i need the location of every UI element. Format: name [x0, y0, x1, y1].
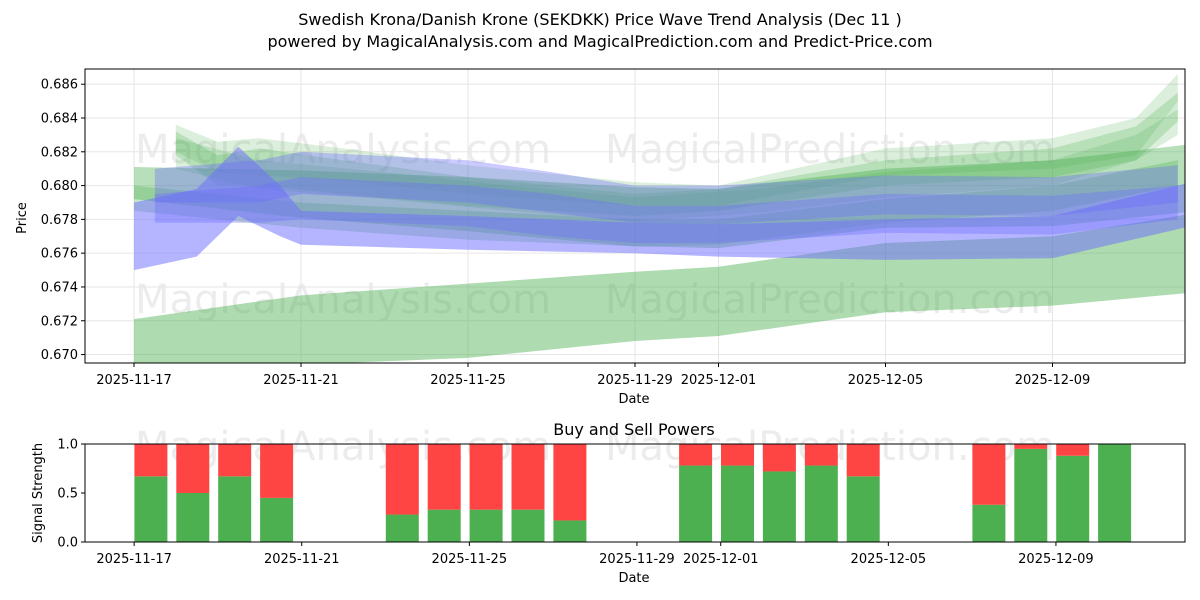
powers-xtick-label: 2025-12-09 [1018, 552, 1094, 567]
power-bars [134, 444, 1132, 542]
buy-bar [762, 471, 796, 542]
buy-bar [511, 509, 545, 542]
price-xlabel: Date [618, 392, 649, 407]
sell-bar [385, 444, 419, 515]
powers-xtick-label: 2025-12-01 [683, 552, 759, 567]
watermark-mid-right: MagicalPrediction.com [605, 277, 1055, 323]
price-xtick-label: 2025-12-05 [848, 373, 924, 388]
sell-bar [553, 444, 587, 521]
price-ytick-label: 0.680 [41, 179, 78, 194]
price-bands [134, 74, 1185, 363]
chart-title-line2: powered by MagicalAnalysis.com and Magic… [267, 32, 932, 51]
powers-xtick-label: 2025-12-05 [851, 552, 927, 567]
buy-bar [260, 497, 294, 542]
sell-bar [218, 444, 252, 477]
price-ytick-label: 0.682 [41, 145, 78, 160]
sell-bar [260, 444, 294, 498]
price-xtick-label: 2025-12-09 [1015, 373, 1091, 388]
price-xtick-label: 2025-12-01 [681, 373, 757, 388]
powers-title: Buy and Sell Powers [553, 420, 715, 439]
watermark-top-right: MagicalPrediction.com [605, 127, 1055, 173]
sell-bar [972, 444, 1006, 505]
sell-bar [1056, 444, 1090, 456]
powers-xtick-label: 2025-11-25 [432, 552, 508, 567]
sell-bar [469, 444, 503, 510]
buy-bar [134, 476, 168, 542]
price-ytick-label: 0.670 [41, 348, 78, 363]
price-xtick-label: 2025-11-29 [597, 373, 673, 388]
sell-bar [721, 444, 754, 466]
price-axes: 0.670 0.672 0.674 0.676 0.678 0.680 0.682 0.684… [41, 68, 1186, 388]
powers-axes-frame [84, 443, 1186, 543]
sell-bar [176, 444, 210, 493]
buy-bar [1098, 444, 1132, 542]
sell-bar [762, 444, 796, 472]
chart-title-line1: Swedish Krona/Danish Krone (SEKDKK) Pric… [298, 10, 902, 29]
powers-ytick-label: 0.5 [57, 487, 78, 502]
powers-ytick-label: 0.0 [57, 536, 78, 551]
buy-bar [804, 465, 838, 542]
buy-bar [427, 509, 461, 542]
buy-bar [679, 465, 713, 542]
powers-xtick-label: 2025-11-17 [96, 552, 172, 567]
price-ytick-label: 0.686 [41, 78, 78, 93]
price-ytick-label: 0.674 [41, 280, 78, 295]
buy-bar [553, 520, 587, 542]
sell-bar [804, 444, 838, 466]
price-xtick-label: 2025-11-25 [430, 373, 506, 388]
buy-bar [972, 504, 1006, 542]
powers-xtick-label: 2025-11-29 [599, 552, 675, 567]
sell-bar [134, 444, 168, 477]
watermark-mid-left: MagicalAnalysis.com [135, 277, 551, 323]
price-ytick-label: 0.678 [41, 213, 78, 228]
price-band-green [175, 109, 1178, 222]
price-band-blue [154, 151, 1178, 225]
powers-xlabel: Date [618, 571, 649, 586]
price-band-green [175, 74, 1178, 206]
buy-bar [1014, 448, 1048, 542]
price-band-blue [134, 146, 1185, 271]
sell-bar [846, 444, 880, 477]
buy-bar [721, 465, 754, 542]
price-band-blue [154, 177, 1178, 243]
price-axes-frame [84, 68, 1186, 364]
buy-bar [469, 509, 503, 542]
buy-bar [176, 493, 210, 542]
price-xtick-label: 2025-11-21 [263, 373, 339, 388]
buy-bar [218, 476, 252, 542]
buy-bar [846, 476, 880, 542]
watermark-top-left: MagicalAnalysis.com [135, 127, 551, 173]
powers-xtick-label: 2025-11-21 [264, 552, 340, 567]
buy-bar [1056, 455, 1090, 542]
powers-ytick-label: 1.0 [57, 438, 78, 453]
powers-axes: 0.0 0.5 1.0 2025-11-17 2025-11-21 2025-11-25 2… [57, 438, 1186, 567]
price-ytick-label: 0.684 [41, 112, 78, 127]
sell-bar [1014, 444, 1048, 449]
sell-bar [511, 444, 545, 510]
powers-ylabel: Signal Strength [31, 443, 46, 543]
price-ytick-label: 0.672 [41, 314, 78, 329]
price-ylabel: Price [15, 202, 30, 234]
sell-bar [427, 444, 461, 510]
price-ytick-label: 0.676 [41, 247, 78, 262]
sell-bar [679, 444, 713, 466]
price-xtick-label: 2025-11-17 [96, 373, 172, 388]
price-band-green [175, 92, 1178, 216]
buy-bar [385, 514, 419, 542]
